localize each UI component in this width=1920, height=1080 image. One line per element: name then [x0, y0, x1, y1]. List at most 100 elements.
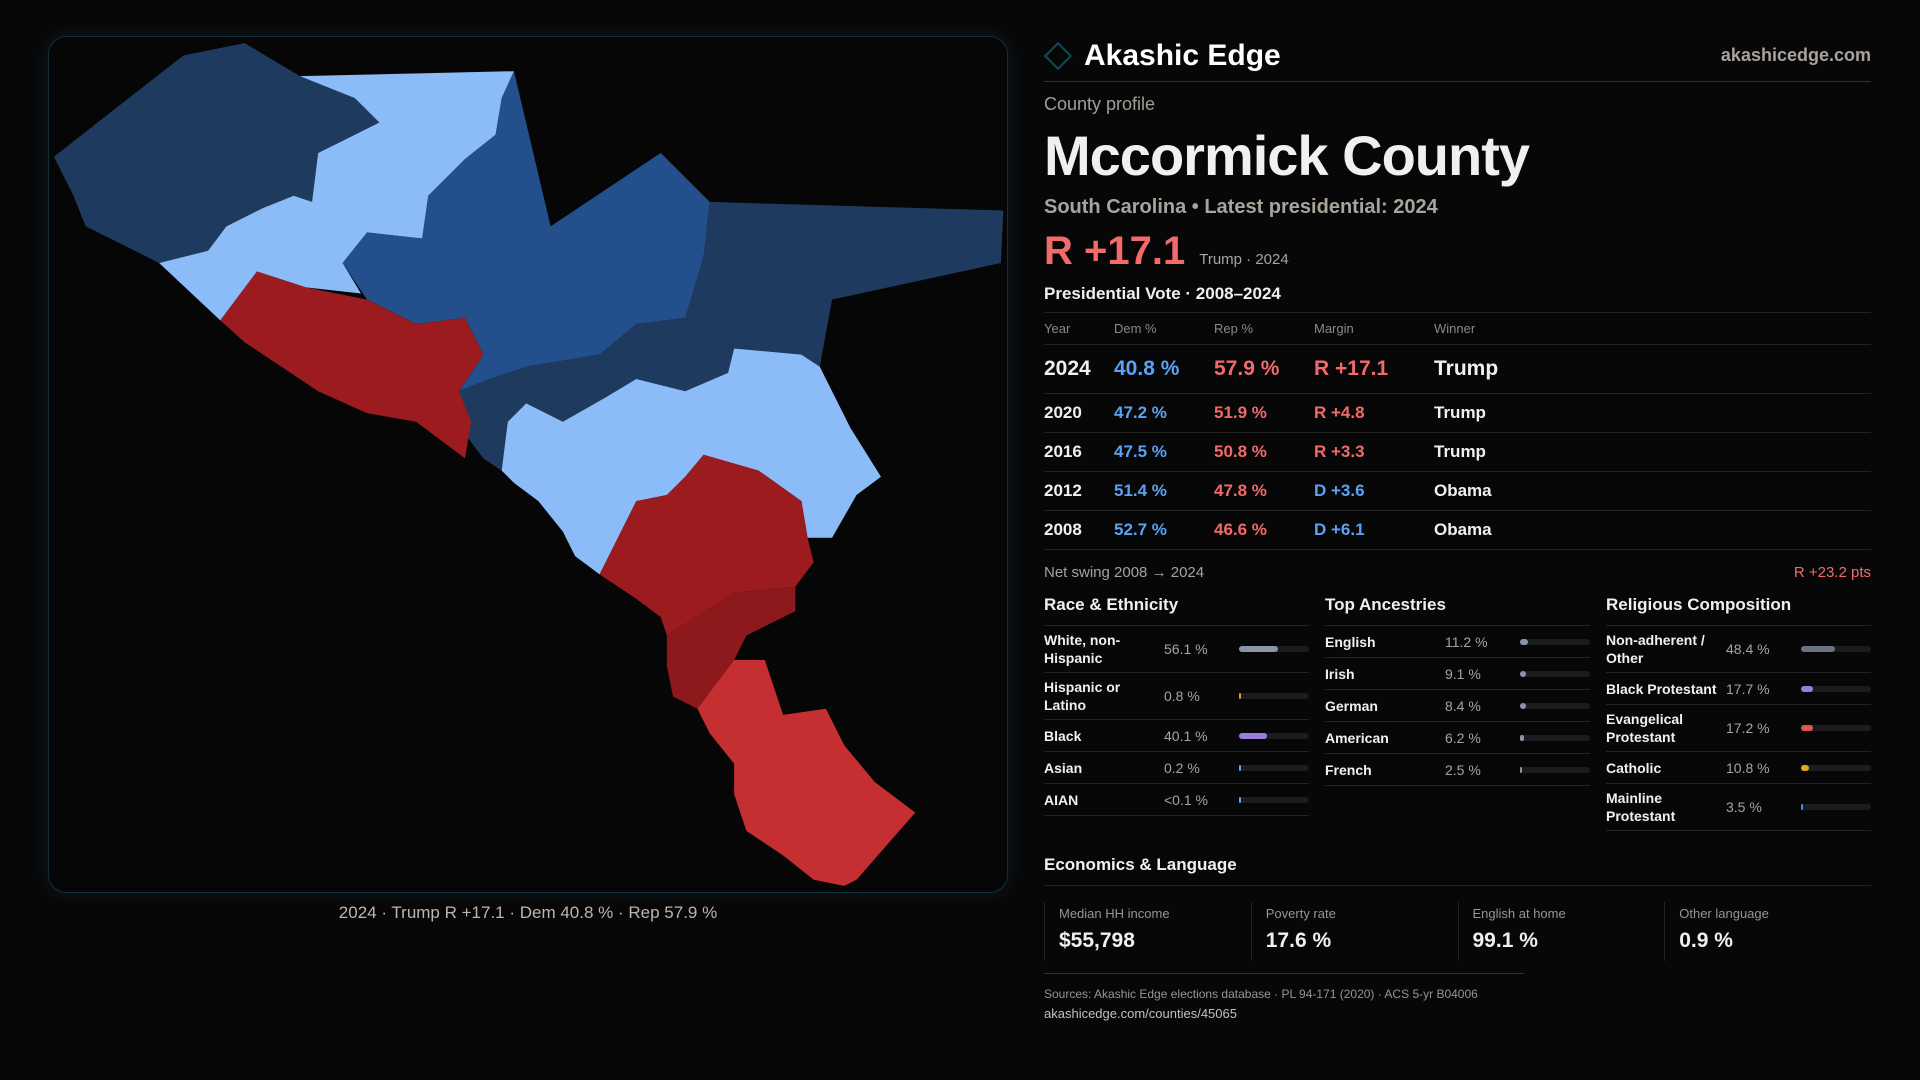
county-map[interactable] [48, 36, 1008, 893]
economics-section: Economics & Language Median HH income $55… [1044, 855, 1871, 961]
item-label: Hispanic or Latino [1044, 679, 1121, 713]
econ-card: Other language 0.9 % [1664, 902, 1871, 961]
precinct-dark-blue-nw[interactable] [53, 43, 380, 263]
item-bar-fill [1801, 685, 1814, 692]
cell-margin: R +17.1 [1314, 344, 1434, 394]
item-bar [1520, 766, 1590, 773]
precinct-dark-blue-east[interactable] [685, 201, 1004, 367]
item-label: German [1325, 697, 1378, 714]
cell-winner: Trump [1434, 432, 1871, 472]
item-bar-fill [1801, 804, 1804, 810]
item-pct: 6.2 % [1445, 729, 1481, 746]
cell-dem: 47.5 % [1114, 432, 1214, 472]
precinct-red-south-central[interactable] [599, 454, 814, 636]
item-label: English [1325, 633, 1376, 650]
item-label: AIAN [1044, 791, 1079, 808]
cell-winner: Trump [1434, 344, 1871, 394]
precinct-red-lower[interactable] [666, 586, 796, 709]
race-section: Race & Ethnicity White, non-Hispanic 56.1 … [1044, 595, 1309, 831]
item-pct: 0.2 % [1164, 759, 1200, 776]
item-label: Black Protestant [1606, 680, 1717, 697]
race-item: Hispanic or Latino 0.8 % [1044, 673, 1309, 720]
ancestry-item: German 8.4 % [1325, 690, 1590, 722]
sources-text: Sources: Akashic Edge elections database… [1044, 987, 1478, 1001]
subtitle: South Carolina • Latest presidential: 20… [1044, 196, 1438, 218]
card-label: English at home [1472, 906, 1566, 921]
sources: Sources: Akashic Edge elections database… [1044, 973, 1524, 1024]
item-label: Irish [1325, 665, 1355, 682]
swing-label: Net swing 2008 → 2024 [1044, 564, 1205, 581]
precinct-dark-blue-mid[interactable] [458, 317, 735, 471]
item-pct: 17.7 % [1726, 680, 1770, 697]
item-bar-fill [1801, 764, 1809, 771]
item-bar-fill [1239, 693, 1241, 699]
precinct-light-blue-north[interactable] [159, 71, 514, 321]
item-bar [1239, 693, 1309, 699]
ancestry-item: American 6.2 % [1325, 722, 1590, 754]
religion-heading: Religious Composition [1606, 595, 1871, 626]
site-link[interactable]: akashicedge.com [1720, 45, 1871, 65]
item-bar-fill [1239, 796, 1241, 803]
item-pct: 3.5 % [1726, 799, 1762, 815]
cell-margin: D +6.1 [1314, 510, 1434, 550]
brand[interactable]: Akashic Edge [1043, 39, 1281, 73]
econ-card: Median HH income $55,798 [1044, 902, 1251, 961]
religion-item: Black Protestant 17.7 % [1606, 673, 1871, 705]
religion-item: Catholic 10.8 % [1606, 752, 1871, 784]
cell-winner: Trump [1434, 393, 1871, 433]
card-label: Poverty rate [1265, 906, 1336, 921]
item-bar [1520, 734, 1590, 741]
vote-row: 2008 52.7 % 46.6 % D +6.1 Obama [1044, 510, 1871, 550]
vote-row: 2020 47.2 % 51.9 % R +4.8 Trump [1044, 393, 1871, 433]
race-item: AIAN <0.1 % [1044, 784, 1309, 816]
religion-item: Mainline Protestant 3.5 % [1606, 784, 1871, 831]
vote-row: 2012 51.4 % 47.8 % D +3.6 Obama [1044, 471, 1871, 511]
ancestry-item: English 11.2 % [1325, 626, 1590, 658]
precinct-red-west[interactable] [220, 271, 484, 459]
item-bar [1801, 804, 1871, 810]
item-bar [1801, 685, 1871, 692]
ancestry-item: Irish 9.1 % [1325, 658, 1590, 690]
card-label: Other language [1679, 906, 1769, 921]
net-swing: Net swing 2008 → 2024 R +23.2 pts [1044, 564, 1871, 581]
precinct-blue-center[interactable] [342, 71, 710, 392]
swing-value: R +23.2 pts [1793, 564, 1871, 581]
item-pct: 48.4 % [1726, 641, 1770, 657]
item-pct: <0.1 % [1164, 791, 1208, 808]
cell-year: 2024 [1044, 344, 1114, 394]
precinct-bright-red-south[interactable] [697, 659, 916, 886]
headline-margin: R +17.1 [1044, 229, 1186, 273]
cell-winner: Obama [1434, 471, 1871, 511]
item-bar-fill [1520, 734, 1525, 741]
item-bar-fill [1520, 670, 1527, 677]
cell-year: 2012 [1044, 471, 1114, 511]
item-bar [1239, 732, 1309, 739]
religion-item: Evangelical Protestant 17.2 % [1606, 705, 1871, 752]
race-heading: Race & Ethnicity [1044, 595, 1309, 626]
cell-year: 2020 [1044, 393, 1114, 433]
card-value: $55,798 [1059, 929, 1135, 952]
item-bar [1239, 764, 1309, 771]
item-bar [1239, 646, 1309, 652]
precinct-light-blue-south[interactable] [501, 348, 881, 575]
item-label: Non-adherent / Other [1606, 632, 1705, 666]
cell-margin: R +4.8 [1314, 393, 1434, 433]
diamond-logo-icon [1043, 41, 1073, 70]
source-url[interactable]: akashicedge.com/counties/45065 [1044, 1006, 1237, 1021]
cell-rep: 47.8 % [1214, 471, 1314, 511]
item-label: French [1325, 761, 1372, 778]
page-title: Mccormick County [1044, 124, 1530, 187]
cell-winner: Obama [1434, 510, 1871, 550]
col-year: Year [1044, 313, 1114, 345]
cell-year: 2016 [1044, 432, 1114, 472]
county-profile-panel: Akashic Edge akashicedge.com County prof… [1043, 30, 1871, 1024]
item-pct: 8.4 % [1445, 697, 1481, 714]
race-item: Asian 0.2 % [1044, 752, 1309, 784]
col-winner: Winner [1434, 313, 1871, 345]
item-label: American [1325, 729, 1389, 746]
item-label: White, non-Hispanic [1044, 632, 1121, 666]
item-bar-fill [1520, 702, 1526, 709]
winner-note: Trump · 2024 [1199, 251, 1289, 268]
econ-card: English at home 99.1 % [1457, 902, 1665, 961]
card-value: 17.6 % [1265, 929, 1332, 952]
